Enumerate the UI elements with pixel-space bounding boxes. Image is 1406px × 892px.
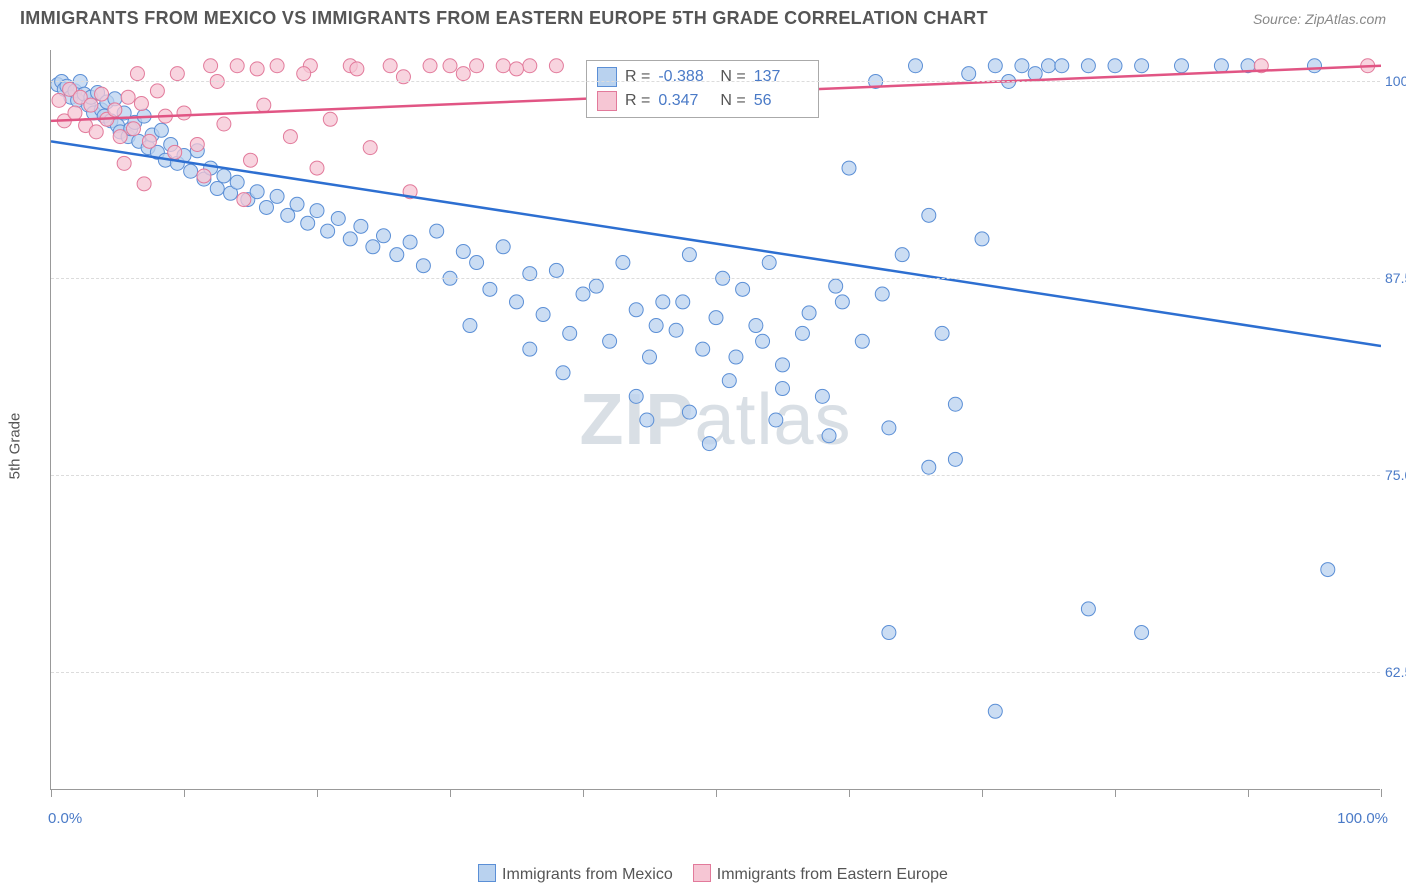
chart-title: IMMIGRANTS FROM MEXICO VS IMMIGRANTS FRO… [20,8,988,29]
x-tick [583,789,584,797]
y-tick-label: 75.0% [1385,467,1406,483]
y-tick-label: 87.5% [1385,270,1406,286]
x-tick [1381,789,1382,797]
gridline [51,81,1380,82]
x-tick [51,789,52,797]
gridline [51,278,1380,279]
x-tick [1115,789,1116,797]
y-tick-label: 100.0% [1385,73,1406,89]
x-tick [184,789,185,797]
series-legend: Immigrants from MexicoImmigrants from Ea… [0,864,1406,884]
x-tick [982,789,983,797]
x-max-label: 100.0% [1337,810,1388,827]
chart-svg [51,50,1381,790]
x-tick [716,789,717,797]
x-origin-label: 0.0% [48,810,82,827]
x-tick [450,789,451,797]
source-label: Source: ZipAtlas.com [1253,11,1386,27]
plot-area: ZIPatlas R =-0.388N =137R =0.347N =56 10… [50,50,1380,790]
gridline [51,672,1380,673]
x-tick [1248,789,1249,797]
y-tick-label: 62.5% [1385,664,1406,680]
y-axis-label: 5th Grade [7,413,24,480]
x-tick [317,789,318,797]
gridline [51,475,1380,476]
x-tick [849,789,850,797]
correlation-legend: R =-0.388N =137R =0.347N =56 [586,60,819,118]
